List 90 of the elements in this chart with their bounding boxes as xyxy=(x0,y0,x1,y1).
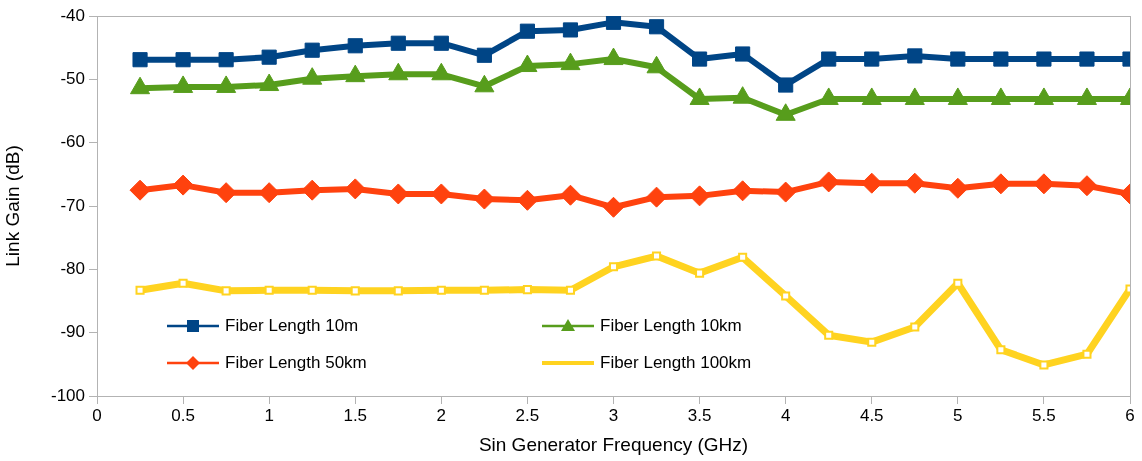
point xyxy=(603,196,624,218)
point xyxy=(178,278,188,288)
point xyxy=(775,181,797,203)
point xyxy=(565,285,575,295)
point xyxy=(304,42,320,58)
point xyxy=(864,51,880,67)
point xyxy=(350,286,360,296)
point xyxy=(1033,173,1055,195)
point xyxy=(861,172,883,194)
point xyxy=(821,51,837,67)
point xyxy=(695,268,705,278)
point xyxy=(519,23,535,39)
point xyxy=(390,35,406,51)
point xyxy=(479,285,489,295)
x-axis-title: Sin Generator Frequency (GHz) xyxy=(478,433,749,455)
point xyxy=(132,52,148,68)
legend-label: Fiber Length 10km xyxy=(600,315,742,335)
point xyxy=(990,173,1012,195)
point xyxy=(307,285,317,295)
point xyxy=(221,286,231,296)
x-tick-label: 2 xyxy=(436,405,447,425)
point xyxy=(648,19,665,35)
x-tick-label: 6 xyxy=(1125,405,1135,425)
point xyxy=(476,47,492,63)
point xyxy=(996,345,1006,355)
point xyxy=(347,38,363,54)
point xyxy=(433,35,449,51)
legend-label: Fiber Length 100km xyxy=(600,352,752,372)
point xyxy=(904,172,926,194)
point xyxy=(301,179,323,201)
point xyxy=(393,286,403,296)
point xyxy=(1082,349,1092,359)
x-tick-label: 3.5 xyxy=(687,405,712,425)
point xyxy=(605,16,622,30)
point xyxy=(947,177,969,199)
point xyxy=(692,51,708,67)
point xyxy=(264,285,274,295)
point xyxy=(689,185,711,207)
x-tick-label: 2.5 xyxy=(515,405,540,425)
point xyxy=(867,337,877,347)
y-tick-label: -50 xyxy=(60,69,85,89)
point xyxy=(818,171,840,193)
point xyxy=(652,251,662,261)
point xyxy=(993,51,1009,67)
y-tick-label: -90 xyxy=(60,322,85,342)
point xyxy=(778,77,794,93)
y-tick-label: -40 xyxy=(60,5,85,25)
point xyxy=(258,182,280,204)
x-tick-label: 1 xyxy=(264,405,274,425)
point xyxy=(436,285,446,295)
point xyxy=(387,183,409,205)
y-tick-label: -80 xyxy=(60,259,85,279)
point xyxy=(824,330,834,340)
x-tick-label: 5 xyxy=(953,405,963,425)
y-tick-label: -70 xyxy=(60,195,85,215)
point xyxy=(473,188,495,210)
point xyxy=(172,174,194,196)
point xyxy=(608,262,619,272)
point xyxy=(344,178,366,200)
point xyxy=(735,46,751,62)
point xyxy=(1039,360,1049,370)
point xyxy=(129,179,151,201)
y-tick-label: -100 xyxy=(50,385,85,405)
y-axis-title: Link Gain (dB) xyxy=(1,145,23,267)
point xyxy=(175,52,191,68)
point xyxy=(1036,51,1052,67)
point xyxy=(135,285,145,295)
x-tick-label: 0.5 xyxy=(171,405,195,425)
legend-label: Fiber Length 50km xyxy=(225,352,367,372)
x-tick-label: 5.5 xyxy=(1032,405,1056,425)
point xyxy=(562,22,579,38)
x-tick-label: 1.5 xyxy=(343,405,368,425)
y-tick-label: -60 xyxy=(60,132,85,152)
point xyxy=(559,184,581,206)
point xyxy=(215,182,237,204)
point xyxy=(1076,175,1098,197)
point xyxy=(261,49,277,65)
legend-label: Fiber Length 10m xyxy=(225,315,359,335)
point xyxy=(907,48,923,64)
x-tick-label: 3 xyxy=(608,405,619,425)
x-tick-label: 0 xyxy=(92,405,102,425)
point xyxy=(738,252,748,262)
point xyxy=(950,51,966,67)
x-tick-label: 4.5 xyxy=(859,405,884,425)
point xyxy=(910,322,920,332)
point xyxy=(522,285,532,295)
point xyxy=(1079,51,1095,67)
point xyxy=(218,52,234,68)
x-tick-label: 4 xyxy=(780,405,791,425)
point xyxy=(781,291,791,301)
